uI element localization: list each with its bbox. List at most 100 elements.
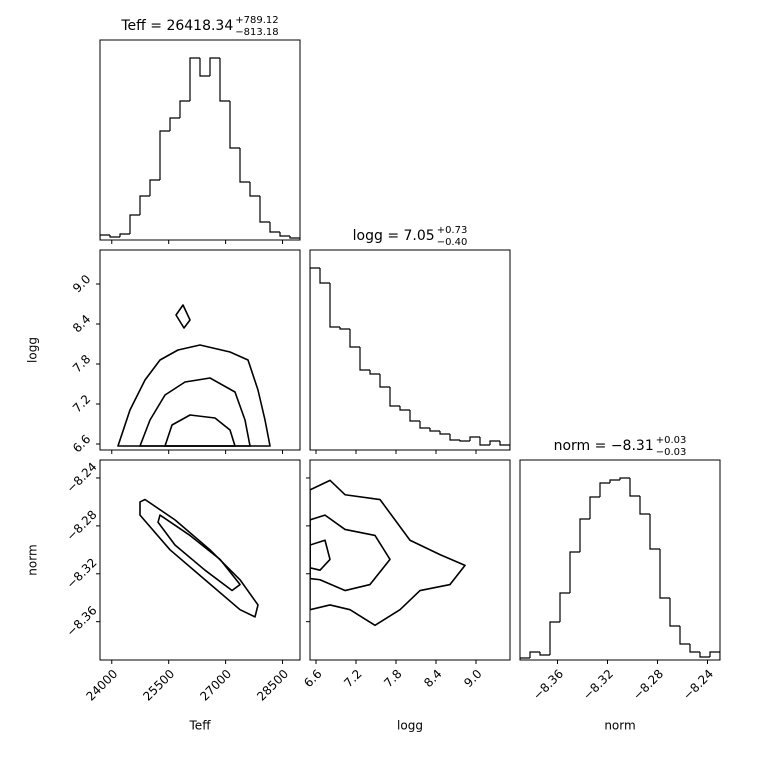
histogram-step [259,196,270,223]
y-tick-label: 6.6 [70,432,93,455]
histogram-step [379,374,390,388]
histogram-step [669,598,680,627]
panel-frame [309,249,511,451]
x-tick-label: 28500 [254,667,291,704]
histogram-step [459,440,470,442]
y-axis-label: norm [26,544,40,575]
histogram-step [569,551,580,593]
histogram-step [279,232,290,237]
histogram-step [189,57,200,101]
histogram-step [649,514,660,550]
histogram-step [139,195,150,215]
contour-line [157,514,241,592]
histogram-step [659,549,670,599]
histogram-step [369,370,380,375]
contour-line [139,498,259,618]
histogram-step [119,233,130,237]
y-tick-label: 8.4 [70,312,93,335]
x-tick-label: −8.24 [680,667,716,703]
y-tick-label: −8.24 [64,460,100,496]
panel-frame [99,39,301,241]
histogram-step [209,57,220,76]
histogram-step [599,482,610,497]
histogram-step [349,329,360,348]
y-tick-label: −8.28 [64,508,100,544]
histogram-step [439,431,450,435]
histogram-step [179,100,190,118]
histogram-step [639,496,650,515]
histogram-step [559,592,570,622]
histogram-step [229,101,240,149]
histogram-step [129,214,140,234]
x-axis-label: logg [397,719,423,733]
x-tick-label: 6.6 [301,667,324,690]
x-axis-label: Teff [189,719,212,733]
x-tick-label: 7.2 [341,667,364,690]
x-tick-label: −8.32 [580,667,616,703]
histogram-step [469,436,480,441]
histogram-step [100,234,110,240]
histogram-step [709,651,720,660]
contour-line [164,414,236,447]
y-tick-label: −8.36 [64,603,100,639]
x-tick-label: 24000 [83,667,120,704]
histogram-step [289,236,300,240]
histogram-step [609,479,620,483]
y-tick-label: −8.32 [64,555,100,591]
histogram-step [549,621,560,655]
histogram-step [239,148,250,183]
contour-line [310,539,331,571]
y-axis-label: logg [26,337,40,363]
histogram-step [359,347,370,371]
title-lower-error: −0.40 [437,237,468,248]
contour-line [139,377,251,447]
histogram-step [679,626,690,645]
y-tick-label: 7.2 [70,392,93,415]
histogram-step [619,477,630,480]
histogram-step [219,58,230,102]
x-tick-label: 9.0 [461,667,484,690]
title-lower-error: −813.18 [235,27,278,38]
histogram-step [419,421,430,429]
histogram-step [249,182,260,197]
panel-frame [519,459,721,661]
x-tick-label: 7.8 [381,667,404,690]
histogram-step [149,179,160,196]
x-tick-label: 8.4 [421,667,444,690]
panel-frame [309,459,511,661]
x-tick-label: −8.28 [630,667,666,703]
x-axis-label: norm [604,719,635,733]
contour-line [175,304,191,329]
histogram-step [499,441,510,450]
panel-title: logg = 7.05 [353,228,435,244]
panel-frame [99,459,301,661]
title-upper-error: +0.73 [437,225,468,236]
x-tick-label: 25500 [140,667,177,704]
title-upper-error: +789.12 [235,15,278,26]
contour-line [310,514,391,592]
histogram-step [199,58,210,77]
y-tick-label: 7.8 [70,352,93,375]
histogram-step [579,518,590,552]
histogram-step [399,406,410,411]
panel-frame [99,249,301,451]
histogram-step [429,428,440,432]
histogram-step [589,496,600,519]
histogram-step [319,268,330,284]
histogram-step [529,651,540,658]
title-lower-error: −0.03 [656,447,687,458]
histogram-step [389,387,400,407]
histogram-step [699,652,710,658]
histogram-step [479,437,490,446]
panel-title: Teff = 26418.34 [120,18,233,34]
histogram-step [310,267,320,450]
title-upper-error: +0.03 [656,435,687,446]
histogram-step [329,283,340,328]
histogram-step [449,434,460,441]
histogram-step [629,478,640,497]
x-tick-label: −8.36 [530,667,566,703]
x-tick-label: 27000 [197,667,234,704]
histogram-step [689,644,700,653]
